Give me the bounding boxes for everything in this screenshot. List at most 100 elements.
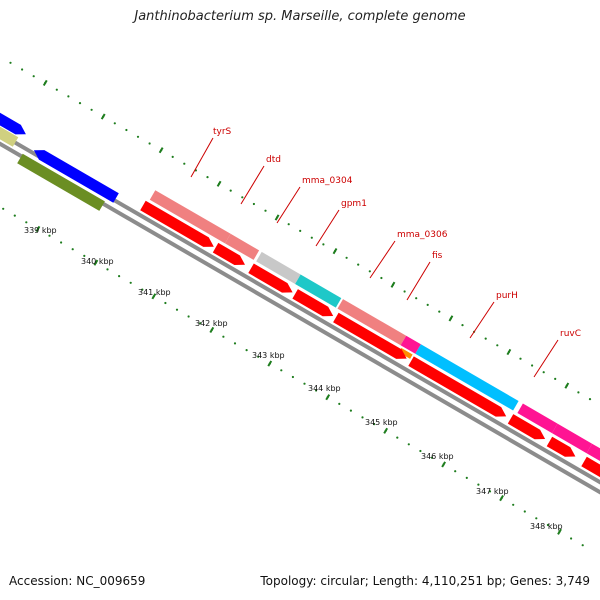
scale-tick — [383, 427, 389, 434]
scale-tick — [100, 113, 106, 120]
scale-dot — [349, 409, 352, 412]
scale-dot — [299, 229, 302, 232]
scale-dot — [338, 402, 341, 405]
scale-dot — [141, 288, 144, 291]
cds-feature[interactable] — [140, 200, 214, 247]
scale-dot — [257, 355, 260, 358]
gene-label[interactable]: dtd — [266, 155, 281, 165]
scale-tick — [448, 315, 454, 322]
scale-dot — [368, 270, 371, 273]
scale-dot — [113, 122, 116, 125]
scale-dot — [577, 391, 580, 394]
scale-dot — [125, 128, 128, 132]
scale-tick — [93, 259, 99, 266]
scale-tick — [506, 348, 512, 356]
scale-dot — [206, 176, 209, 179]
scale-dot — [229, 189, 232, 192]
gene-label-leader — [190, 137, 214, 178]
gene-feature-dtd[interactable] — [225, 233, 260, 260]
scale-dot — [175, 308, 179, 311]
scale-dot — [233, 342, 237, 345]
gene-label-leader — [533, 339, 559, 378]
scale-dot — [430, 456, 434, 459]
cds-feature[interactable] — [581, 456, 600, 492]
scale-dot — [380, 276, 383, 280]
scale-dot — [438, 310, 441, 313]
scale-dot — [407, 443, 410, 446]
gene-feature-olive[interactable] — [0, 108, 19, 147]
gene-label[interactable]: mma_0304 — [302, 176, 353, 186]
scale-dot — [32, 75, 35, 78]
scale-dot — [465, 476, 468, 479]
scale-dot — [287, 223, 290, 226]
scale-dot — [83, 254, 86, 257]
scale-dot — [171, 155, 174, 158]
scale-tick — [35, 225, 41, 233]
scale-tick — [216, 180, 222, 187]
scale-dot — [252, 202, 255, 206]
scale-dot — [55, 88, 58, 91]
scale-dot — [519, 357, 522, 360]
gene-feature-ruvC-3[interactable] — [586, 443, 600, 480]
scale-tick — [158, 147, 164, 154]
scale-dot — [183, 162, 186, 165]
gene-feature-mma-0306[interactable] — [337, 299, 407, 346]
scale-dot — [280, 369, 283, 372]
scale-dot — [496, 344, 499, 347]
gene-feature-fis[interactable] — [400, 335, 421, 354]
gene-feature-blue-2[interactable] — [33, 150, 119, 203]
scale-tick — [274, 214, 280, 221]
gene-label-leader — [406, 261, 431, 301]
scale-dot — [523, 510, 526, 513]
scale-dot — [310, 236, 313, 239]
cds-feature[interactable] — [408, 356, 507, 417]
scale-dot — [164, 301, 167, 305]
gene-feature-ruvC[interactable] — [517, 403, 558, 434]
scale-dot — [396, 436, 399, 439]
gene-label[interactable]: ruvC — [560, 329, 581, 339]
cds-feature[interactable] — [248, 263, 293, 293]
gene-feature-gpm1[interactable] — [295, 274, 342, 308]
cds-feature[interactable] — [546, 436, 576, 457]
gene-feature-blue[interactable] — [0, 98, 26, 135]
gene-label[interactable]: gpm1 — [341, 199, 367, 209]
cds-feature[interactable] — [507, 414, 546, 440]
tick-label: 339 kbp — [24, 226, 57, 235]
scale-tick — [267, 360, 273, 367]
gene-label[interactable]: mma_0306 — [397, 230, 448, 240]
scale-tick — [441, 461, 446, 468]
gene-feature-tyrS[interactable] — [149, 190, 231, 244]
scale-dot — [148, 142, 151, 145]
scale-dot — [415, 297, 418, 300]
feature-layer[interactable] — [0, 98, 600, 492]
gene-label-leader — [276, 186, 301, 224]
scale-dot — [48, 234, 51, 237]
scale-dot — [118, 275, 121, 278]
scale-dot — [67, 95, 70, 98]
scale-dot — [222, 335, 225, 338]
tick-layer: 339 kbp 340 kbp 341 kbp 342 kbp 343 kbp 344 k… — [2, 61, 592, 547]
gene-label[interactable]: purH — [496, 291, 518, 301]
gene-label[interactable]: fis — [432, 251, 443, 261]
scale-dot — [21, 68, 24, 71]
cds-feature[interactable] — [333, 312, 407, 359]
gene-feature-green[interactable] — [17, 153, 105, 211]
scale-dot — [315, 389, 318, 392]
tick-label: 347 kbp — [476, 487, 509, 496]
scale-dot — [581, 544, 584, 547]
scale-dot — [187, 315, 190, 318]
gene-feature-ruvC-2[interactable] — [552, 423, 593, 454]
gene-label-leader — [369, 240, 396, 279]
cds-feature[interactable] — [212, 242, 245, 265]
gene-label[interactable]: tyrS — [213, 127, 232, 137]
cds-feature[interactable] — [292, 289, 334, 317]
gene-feature-mma-0304[interactable] — [256, 251, 301, 284]
scale-dot — [60, 241, 63, 244]
scale-tick — [390, 281, 396, 288]
scale-dot — [512, 503, 515, 506]
scale-dot — [199, 322, 202, 325]
gene-feature-purH[interactable] — [415, 344, 519, 411]
scale-tick — [332, 248, 338, 255]
scale-dot — [322, 243, 325, 246]
